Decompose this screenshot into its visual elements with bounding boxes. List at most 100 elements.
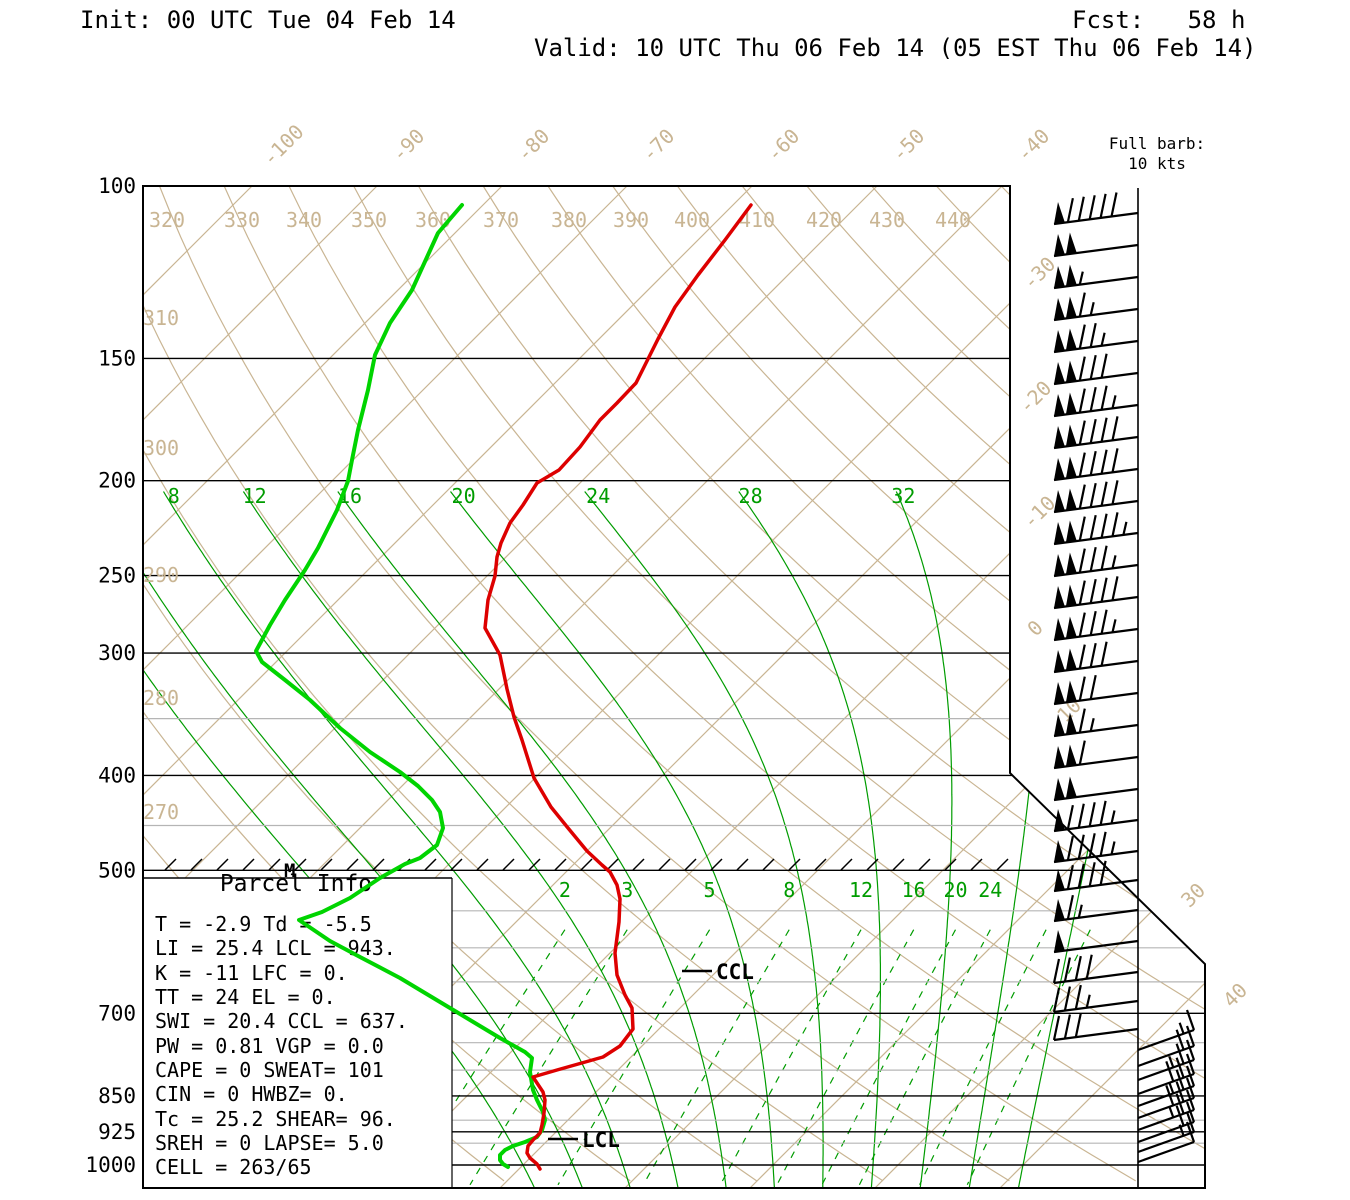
barb-half [1168, 1106, 1175, 1118]
barb-full [1077, 803, 1085, 828]
wind-barb [1052, 1012, 1139, 1042]
dry-adiabat-line [935, 186, 1205, 1182]
hatch-tick [918, 858, 931, 871]
dry-adiabat-line [353, 186, 1205, 1182]
dry-adiabat-line [547, 186, 1205, 1182]
barb-staff [1137, 1130, 1195, 1154]
barb-staff [1053, 970, 1139, 985]
hatch-tick [684, 858, 697, 871]
barb-pennant [1054, 234, 1065, 256]
dry-adiabat-label: 430 [869, 208, 905, 232]
barb-staff [1053, 499, 1139, 514]
barb-full [1052, 987, 1061, 1013]
barb-half [1178, 1124, 1185, 1137]
barb-full [1089, 578, 1097, 604]
mixing-ratio-line [919, 929, 1047, 1186]
isotherm-line [624, 186, 1205, 1188]
barb-full [1074, 1012, 1082, 1038]
barb-full [1078, 388, 1086, 413]
wind-barb [1053, 674, 1139, 706]
hatch-tick [632, 858, 645, 871]
barb-full [1078, 612, 1086, 637]
hatch-tick [294, 858, 307, 871]
barb-pennant [1054, 426, 1065, 448]
barb-half [1085, 994, 1091, 1008]
barb-full [1111, 416, 1119, 441]
isotherm-label: -40 [1012, 124, 1055, 167]
barb-half [1077, 904, 1083, 919]
barb-full [1100, 577, 1108, 602]
dry-adiabat-label: 270 [143, 800, 179, 824]
parcel-info-box [144, 877, 453, 1187]
barb-full [1066, 197, 1074, 223]
ccl-marker-label: CCL [716, 960, 754, 984]
barb-full [1089, 674, 1097, 700]
wind-barb [1053, 641, 1139, 674]
isotherm-line [143, 186, 753, 1188]
wind-barb [1053, 416, 1139, 450]
dry-adiabat-label: 400 [674, 208, 710, 232]
barb-full [1111, 448, 1119, 473]
parcel-info-row: SREH = 0 LAPSE= 5.0 [155, 1131, 384, 1155]
barb-full [1078, 548, 1086, 573]
valid-time-title: Valid: 10 UTC Thu 06 Feb 14 (05 EST Thu … [534, 34, 1256, 62]
barb-full [1078, 644, 1086, 669]
barb-full [1066, 894, 1074, 920]
hatch-tick [736, 858, 749, 871]
wind-barb [1137, 1009, 1196, 1052]
hatch-tick [814, 858, 827, 871]
barb-full [1185, 1111, 1196, 1133]
barb-staff [1053, 275, 1139, 290]
barb-pennant [1065, 584, 1077, 607]
isotherm-line [143, 186, 878, 1188]
wind-barb [1053, 831, 1139, 864]
wind-barb [1053, 545, 1139, 578]
barb-pennant [1054, 714, 1065, 736]
dry-adiabat-line [806, 186, 1205, 1182]
barb-pennant [1065, 680, 1077, 703]
wind-barb [1137, 1053, 1196, 1096]
barb-pennant [1054, 869, 1065, 891]
barb-pennant [1054, 266, 1065, 288]
barb-pennant [1065, 776, 1077, 799]
mixing-ratio-line [776, 929, 915, 1186]
barb-full [1074, 955, 1082, 981]
barb-full [1088, 833, 1096, 858]
barb-staff [1053, 849, 1139, 864]
barb-full [1185, 1089, 1196, 1111]
barb-pennant [1054, 298, 1065, 320]
pressure-axis-label: 250 [98, 564, 136, 588]
barb-pennant [1054, 618, 1065, 640]
wind-barb [1053, 776, 1139, 802]
barb-full [1078, 292, 1086, 317]
barb-full [1185, 1065, 1196, 1087]
pressure-axis-label: 150 [98, 346, 136, 370]
pressure-axis-label: 1000 [85, 1153, 136, 1177]
barb-full [1089, 482, 1097, 508]
dry-adiabat-label: 390 [613, 208, 649, 232]
barb-full [1078, 420, 1086, 445]
temperature-curve [483, 203, 753, 1171]
hatch-tick [164, 858, 177, 871]
dry-adiabat-line [143, 186, 758, 1182]
barb-full [1089, 322, 1097, 348]
barb-full [1063, 986, 1071, 1011]
dry-adiabat-line [223, 186, 1205, 1182]
isotherm-label: 0 [1022, 615, 1047, 640]
barb-full [1110, 192, 1118, 217]
dry-adiabat-line [143, 186, 884, 1182]
barb-pennant [1054, 202, 1065, 224]
dry-adiabat-label: 300 [143, 436, 179, 460]
barb-full [1100, 385, 1108, 410]
wind-barb [1137, 1039, 1196, 1082]
hatch-tick [450, 858, 463, 871]
barb-full [1052, 958, 1061, 984]
isotherm-line [499, 186, 1205, 1188]
barb-pennant [1054, 682, 1065, 704]
barb-half [1089, 301, 1095, 316]
barb-legend-line2: 10 kts [1128, 154, 1186, 173]
parcel-info-row: T = -2.9 Td = -5.5 [155, 912, 372, 936]
mixing-ratio-label: 3 [621, 878, 633, 902]
barb-full [1077, 834, 1085, 859]
